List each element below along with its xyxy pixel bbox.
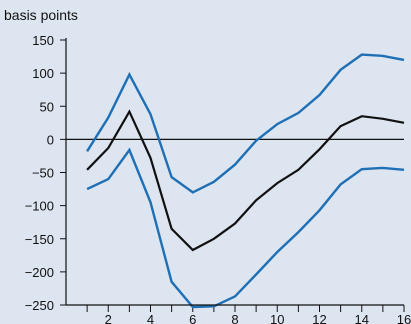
series-line-estimate bbox=[86, 109, 405, 252]
x-tick-label: 8 bbox=[231, 312, 238, 324]
x-tick-label: 2 bbox=[105, 312, 112, 324]
axis-ticks: 150 100 50 0 −50 −100 −150 −200 −250 2 4 6 8 10 12 14 16 bbox=[25, 33, 411, 324]
x-tick-label: 10 bbox=[270, 312, 284, 324]
series-line-lower-band bbox=[86, 147, 405, 309]
series-line-upper-band bbox=[86, 53, 405, 194]
y-tick-label: 0 bbox=[47, 132, 54, 147]
y-tick-label: −250 bbox=[25, 298, 54, 313]
y-tick-label: −200 bbox=[25, 265, 54, 280]
series-layer bbox=[86, 53, 405, 309]
x-tick-label: 16 bbox=[397, 312, 411, 324]
x-tick-label: 12 bbox=[312, 312, 326, 324]
x-tick-label: 14 bbox=[355, 312, 369, 324]
y-tick-label: −100 bbox=[25, 199, 54, 214]
axes bbox=[65, 38, 404, 306]
y-tick-label: −150 bbox=[25, 232, 54, 247]
y-tick-label: 150 bbox=[32, 33, 54, 48]
y-tick-label: 50 bbox=[40, 99, 54, 114]
y-tick-label: 100 bbox=[32, 66, 54, 81]
x-tick-label: 4 bbox=[147, 312, 154, 324]
y-tick-label: −50 bbox=[32, 166, 54, 181]
y-axis-unit-label: basis points bbox=[4, 7, 78, 23]
x-tick-label: 6 bbox=[189, 312, 196, 324]
